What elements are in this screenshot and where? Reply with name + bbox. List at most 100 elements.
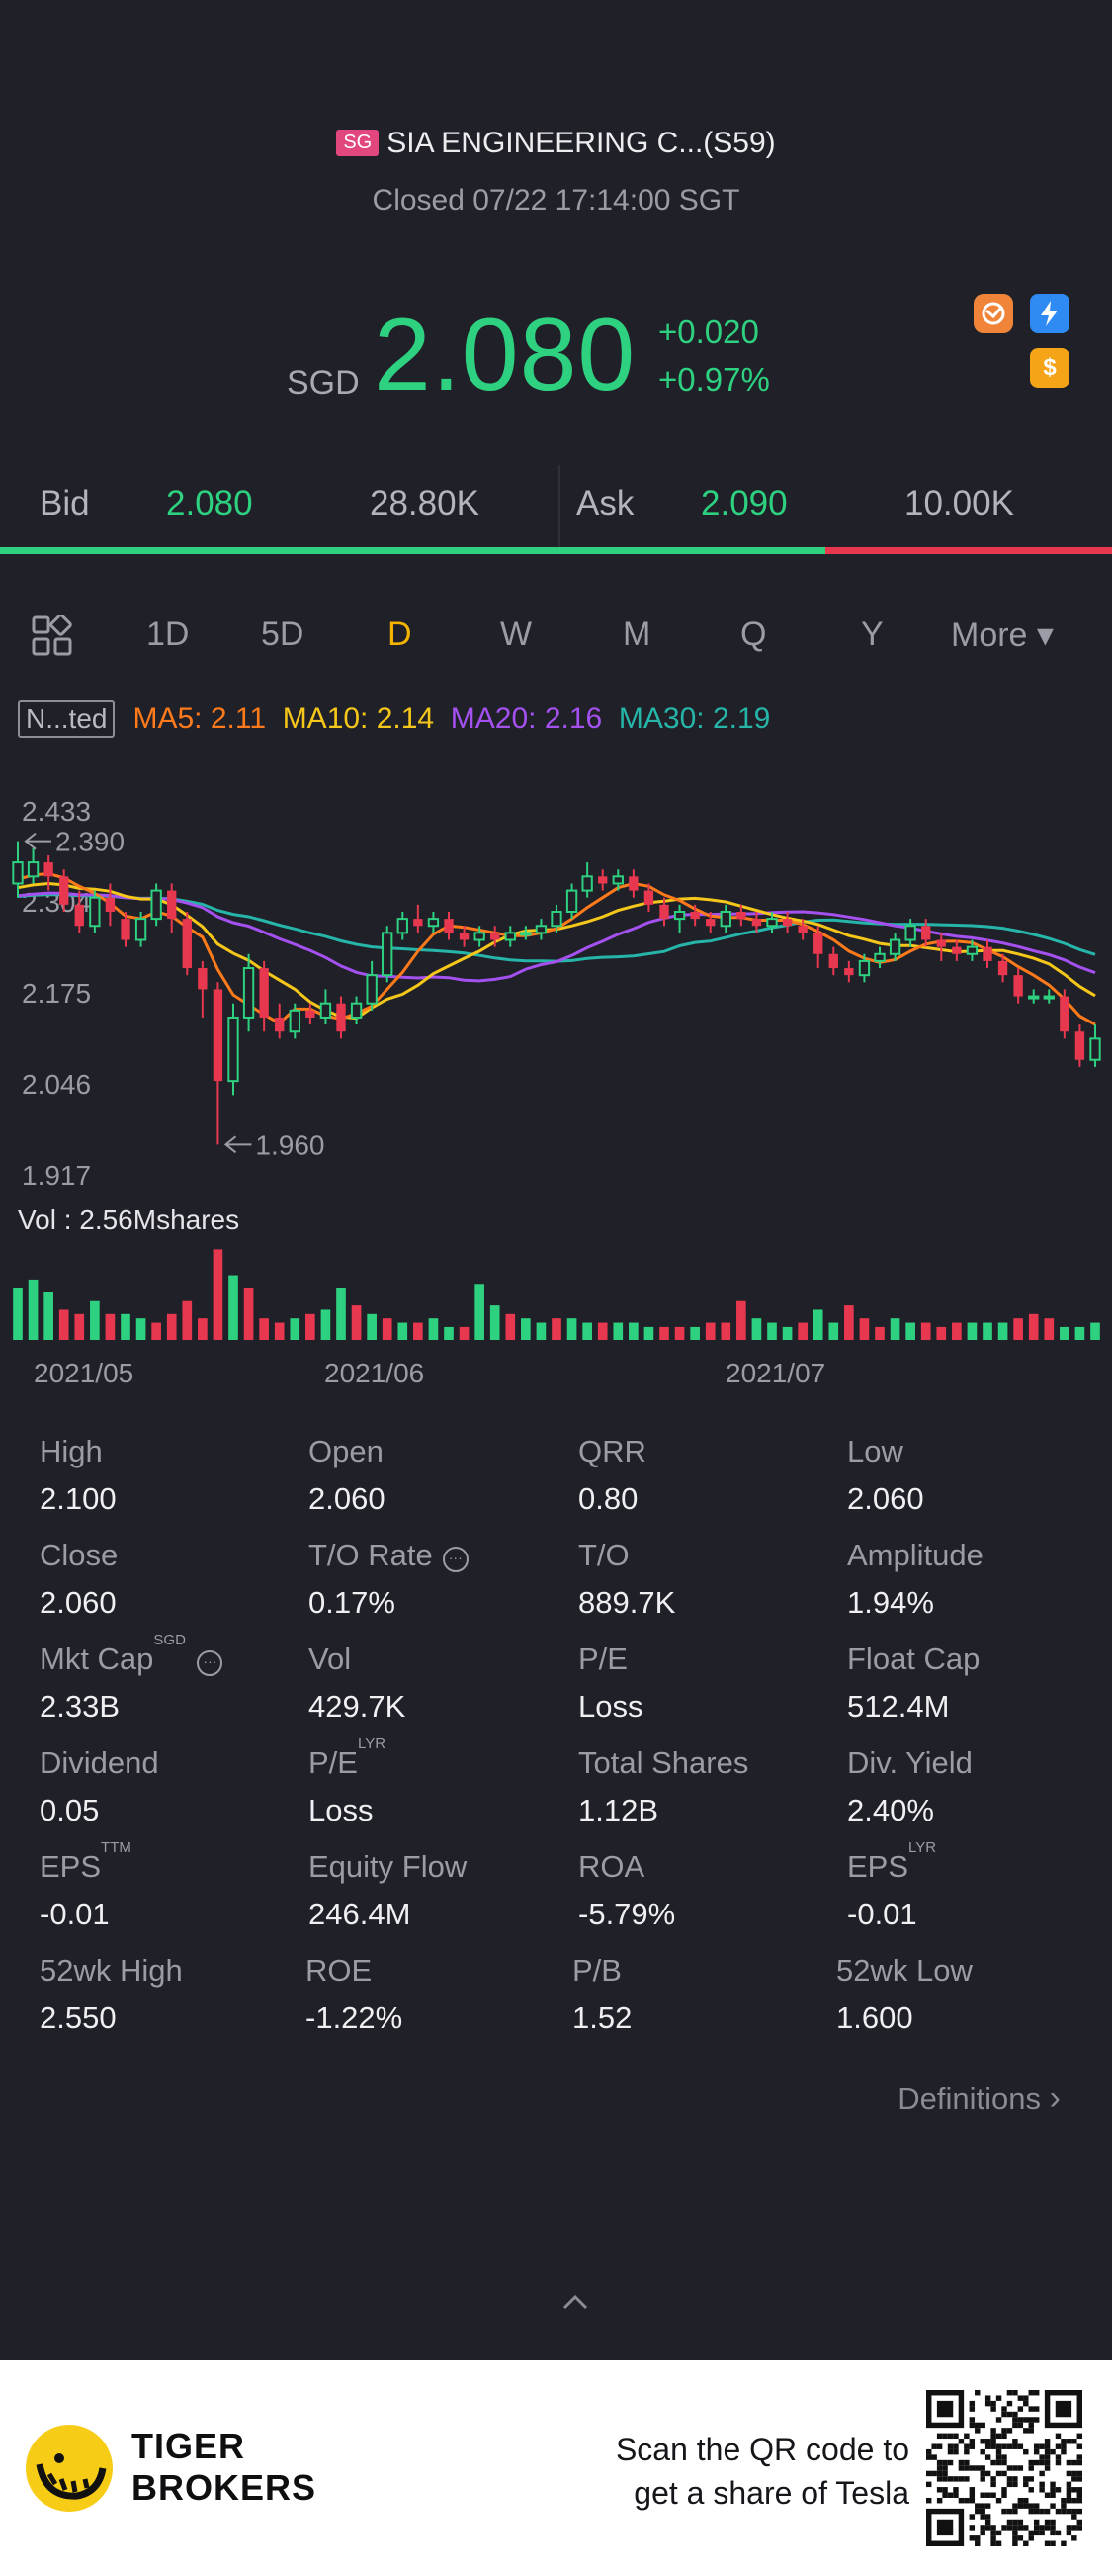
stat-label-text: Dividend [40, 1745, 159, 1780]
candle [305, 1003, 315, 1025]
candle-body [182, 919, 192, 969]
qr-module [958, 2439, 965, 2444]
promo-banner[interactable]: TIGER BROKERS Scan the QR code to get a … [0, 2360, 1112, 2576]
qr-module [1050, 2519, 1056, 2526]
qr-code-icon [926, 2390, 1082, 2546]
candle [27, 847, 40, 884]
qr-module [1017, 2503, 1024, 2509]
qr-module [1012, 2535, 1018, 2541]
candle [782, 911, 793, 933]
stock-title[interactable]: SG SIA ENGINEERING C...(S59) [0, 127, 1112, 160]
candle [904, 919, 916, 947]
volume-label: Vol : 2.56Mshares [18, 1204, 239, 1235]
candle-body [889, 938, 901, 955]
info-icon[interactable]: ··· [442, 1547, 469, 1572]
dollar-icon[interactable]: $ [1030, 348, 1069, 388]
candle-body [690, 911, 700, 920]
qr-module [1066, 2492, 1072, 2498]
stat-t-o-rate: T/O Rate ··· 0.17% [308, 1538, 469, 1621]
qr-module [980, 2525, 985, 2531]
candle [966, 939, 979, 961]
tab-w[interactable]: W [500, 615, 533, 653]
stat-label-text: QRR [578, 1434, 646, 1468]
ask-label: Ask [576, 485, 635, 523]
volume-bar [983, 1322, 992, 1340]
qr-module [1066, 2525, 1072, 2531]
qr-module [1066, 2439, 1072, 2444]
candle-body [983, 946, 992, 961]
volume-bar [90, 1300, 100, 1340]
candle [336, 996, 346, 1039]
stat-open: Open 2.060 [308, 1434, 385, 1517]
tab-1d[interactable]: 1D [146, 615, 190, 653]
candle-body [275, 1017, 285, 1032]
candle-body [720, 910, 731, 928]
qr-module [936, 2400, 954, 2418]
qr-module [1039, 2525, 1045, 2531]
qr-module [958, 2476, 965, 2482]
qr-module [980, 2530, 985, 2536]
qr-module [1001, 2487, 1007, 2493]
adjust-selector[interactable]: N...ted [18, 700, 116, 738]
y-tick-label: 2.046 [22, 1069, 91, 1100]
stat-label-text: ROE [305, 1953, 373, 1988]
stat-label: T/O [578, 1538, 675, 1573]
layout-grid-icon[interactable] [32, 615, 73, 657]
tab-more[interactable]: More ▾ [951, 616, 1054, 654]
volume-bar [305, 1313, 315, 1340]
tab-q[interactable]: Q [740, 615, 767, 653]
qr-module [926, 2497, 932, 2504]
stat-value: 1.52 [572, 2000, 633, 2035]
market-status: Closed 07/22 17:14:00 SGT [372, 184, 740, 217]
stat-label: QRR [578, 1434, 646, 1469]
qr-module [1006, 2443, 1013, 2449]
candle [1013, 968, 1023, 1004]
candle-body [673, 910, 686, 921]
exchange-icon[interactable] [974, 294, 1013, 333]
tab-y[interactable]: Y [861, 615, 884, 653]
candle-body [227, 1016, 239, 1083]
chevron-up-icon[interactable] [558, 2286, 592, 2320]
qr-module [1071, 2514, 1077, 2520]
candle-body [936, 939, 946, 947]
volume-bar [1090, 1322, 1100, 1340]
candle [382, 926, 393, 983]
qr-module [1076, 2476, 1082, 2482]
stat-label: Float Cap [847, 1642, 980, 1677]
candle [319, 989, 332, 1025]
candle-body [766, 918, 778, 928]
qr-module [942, 2465, 948, 2471]
qr-module [975, 2428, 981, 2434]
tab-d[interactable]: D [387, 615, 412, 653]
lightning-icon[interactable] [1030, 294, 1069, 333]
stat-label: High [40, 1434, 117, 1469]
qr-module [1006, 2476, 1013, 2482]
info-icon[interactable]: ··· [197, 1650, 223, 1676]
qr-module [1001, 2470, 1007, 2477]
qr-module [1001, 2433, 1007, 2440]
tab-5d[interactable]: 5D [261, 615, 304, 653]
volume-bar [767, 1322, 777, 1340]
candle [581, 862, 593, 898]
qr-module [1039, 2459, 1045, 2466]
stat-label-text: Close [40, 1538, 119, 1572]
qr-module [1028, 2406, 1034, 2412]
qr-module [936, 2497, 943, 2504]
definitions-link[interactable]: Definitions › [898, 2080, 1061, 2117]
volume-bar [444, 1326, 454, 1340]
candle-body [706, 919, 716, 927]
qr-module [1033, 2503, 1040, 2509]
candle-body [59, 876, 69, 905]
qr-module [1071, 2525, 1077, 2531]
volume-bar [751, 1318, 762, 1340]
candle-body [1043, 995, 1055, 1000]
qr-module [1017, 2406, 1024, 2412]
stat-roa: ROA -5.79% [578, 1849, 675, 1932]
candle [1043, 989, 1055, 1004]
tab-m[interactable]: M [623, 615, 651, 653]
candle [936, 933, 946, 961]
stat-label: Mkt Cap SGD ··· [40, 1632, 223, 1677]
qr-module [1044, 2459, 1051, 2466]
qr-module [953, 2433, 959, 2440]
